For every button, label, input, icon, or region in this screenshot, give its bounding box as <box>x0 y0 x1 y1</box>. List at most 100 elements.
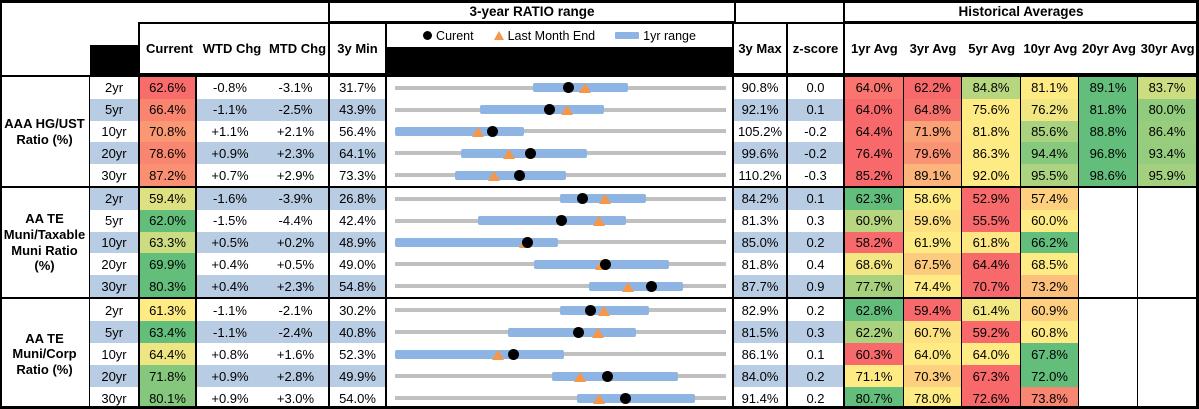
avg-cell-empty <box>1138 299 1196 321</box>
legend-current-label: Curent <box>436 28 474 43</box>
table-row: 30yr 87.2% +0.7% +2.9% 73.3% 110.2% -0.3 85.2% 8… <box>90 164 1199 186</box>
range-chart-cell <box>387 321 734 343</box>
table-row: 20yr 78.6% +0.9% +2.3% 64.1% 99.6% -0.2 76.4% 79… <box>90 142 1199 165</box>
z-score-cell: 0.4 <box>788 253 845 276</box>
mtd-chg-cell: -2.4% <box>263 321 330 343</box>
avg-cell: 64.4% <box>962 253 1021 276</box>
avg-cell: 67.3% <box>962 365 1021 387</box>
avg-cell: 62.2% <box>845 321 904 343</box>
avg-cell: 61.8% <box>962 231 1021 254</box>
range-chart-cell <box>387 188 734 210</box>
avg-cell: 89.1% <box>904 164 962 186</box>
mtd-chg-cell: +0.2% <box>263 231 330 254</box>
max-3y-cell: 81.8% <box>734 253 788 276</box>
range-1yr-bar <box>480 105 605 115</box>
current-cell: 59.4% <box>140 188 197 210</box>
avg-cell: 60.9% <box>845 209 904 232</box>
range-track <box>395 240 726 245</box>
tenor-cell: 2yr <box>90 77 140 99</box>
table-row: 10yr 63.3% +0.5% +0.2% 48.9% 85.0% 0.2 58.2% 61.… <box>90 231 1199 254</box>
last-month-triangle-icon <box>493 31 504 40</box>
legend-item-current: Curent <box>423 29 474 43</box>
range-chart-cell <box>387 275 734 297</box>
min-3y-cell: 31.7% <box>330 77 387 99</box>
avg-cell-empty <box>1079 231 1138 254</box>
avg-cell-empty <box>1079 365 1138 387</box>
avg-cell: 94.4% <box>1021 142 1079 165</box>
wtd-chg-cell: -1.5% <box>197 209 263 232</box>
wtd-chg-cell: +1.1% <box>197 120 263 143</box>
range-chart-cell <box>387 164 734 186</box>
current-marker <box>556 215 568 227</box>
col-header-3yr-avg: 3yr Avg <box>909 41 957 56</box>
z-score-cell: 0.2 <box>788 299 845 321</box>
range-track <box>395 284 726 289</box>
avg-cell-empty <box>1079 343 1138 365</box>
avg-cell: 62.8% <box>845 299 904 321</box>
wtd-chg-cell: +0.8% <box>197 343 263 365</box>
avg-cell: 96.8% <box>1079 142 1138 165</box>
avg-cell: 73.2% <box>1021 275 1079 297</box>
last-month-end-marker <box>579 83 592 94</box>
avg-cell: 75.6% <box>962 98 1021 121</box>
mtd-chg-cell: +3.0% <box>263 387 330 409</box>
current-marker <box>573 326 585 338</box>
legend-item-1yr-range: 1yr range <box>615 29 696 43</box>
range-track <box>395 396 726 400</box>
avg-cell: 55.5% <box>962 209 1021 232</box>
avg-cell: 74.4% <box>904 275 962 297</box>
range-1yr-bar <box>395 349 565 359</box>
legend-item-last-month: Last Month End <box>493 29 595 43</box>
wtd-chg-cell: -1.6% <box>197 188 263 210</box>
mtd-chg-cell: +1.6% <box>263 343 330 365</box>
z-score-cell: 0.1 <box>788 98 845 121</box>
col-header-current: Current <box>146 41 193 56</box>
range-1yr-bar <box>455 170 567 180</box>
mtd-chg-cell: -3.1% <box>263 77 330 99</box>
table-row: 30yr 80.3% +0.4% +2.3% 54.8% 87.7% 0.9 77.7% 74.… <box>90 275 1199 297</box>
current-cell: 62.0% <box>140 209 197 232</box>
avg-cell: 92.0% <box>962 164 1021 186</box>
avg-cell-empty <box>1138 188 1196 210</box>
avg-cell-empty <box>1138 343 1196 365</box>
min-3y-cell: 49.0% <box>330 253 387 276</box>
range-chart-cell <box>387 209 734 232</box>
avg-cell: 66.2% <box>1021 231 1079 254</box>
avg-cell-empty <box>1138 387 1196 409</box>
avg-cell: 80.7% <box>845 387 904 409</box>
current-marker <box>602 370 614 382</box>
avg-cell: 98.6% <box>1079 164 1138 186</box>
current-cell: 70.8% <box>140 120 197 143</box>
avg-cell-empty <box>1138 321 1196 343</box>
tenor-cell: 20yr <box>90 253 140 276</box>
max-3y-cell: 82.9% <box>734 299 788 321</box>
wtd-chg-cell: +0.7% <box>197 164 263 186</box>
last-month-end-marker <box>491 349 504 360</box>
mtd-chg-cell: -4.4% <box>263 209 330 232</box>
avg-cell: 59.2% <box>962 321 1021 343</box>
table-row: 30yr 80.1% +0.9% +3.0% 54.0% 91.4% 0.2 80.7% 78.… <box>90 387 1199 409</box>
avg-cell: 86.4% <box>1138 120 1196 143</box>
current-cell: 61.3% <box>140 299 197 321</box>
avg-cell-empty <box>1079 321 1138 343</box>
avg-cell-empty <box>1138 231 1196 254</box>
wtd-chg-cell: +0.9% <box>197 365 263 387</box>
tenor-cell: 30yr <box>90 387 140 409</box>
tenor-cell: 2yr <box>90 188 140 210</box>
table-border-right <box>1196 0 1199 409</box>
z-score-cell: -0.3 <box>788 164 845 186</box>
avg-cell-empty <box>1079 275 1138 297</box>
avg-cell: 89.1% <box>1079 77 1138 99</box>
min-3y-cell: 52.3% <box>330 343 387 365</box>
avg-cell: 78.0% <box>904 387 962 409</box>
current-cell: 66.4% <box>140 98 197 121</box>
range-1yr-bar <box>577 393 696 403</box>
avg-cell-empty <box>1079 209 1138 232</box>
range-track <box>395 129 726 134</box>
ratio-group: AA TE Muni/Taxable Muni Ratio (%) 2yr 59.4… <box>0 186 1199 297</box>
range-chart-cell <box>387 253 734 276</box>
min-3y-cell: 40.8% <box>330 321 387 343</box>
col-header-3y-min: 3y Min <box>328 22 387 75</box>
table-row: 10yr 70.8% +1.1% +2.1% 56.4% 105.2% -0.2 64.4% 7… <box>90 120 1199 143</box>
wtd-chg-cell: -1.1% <box>197 299 263 321</box>
